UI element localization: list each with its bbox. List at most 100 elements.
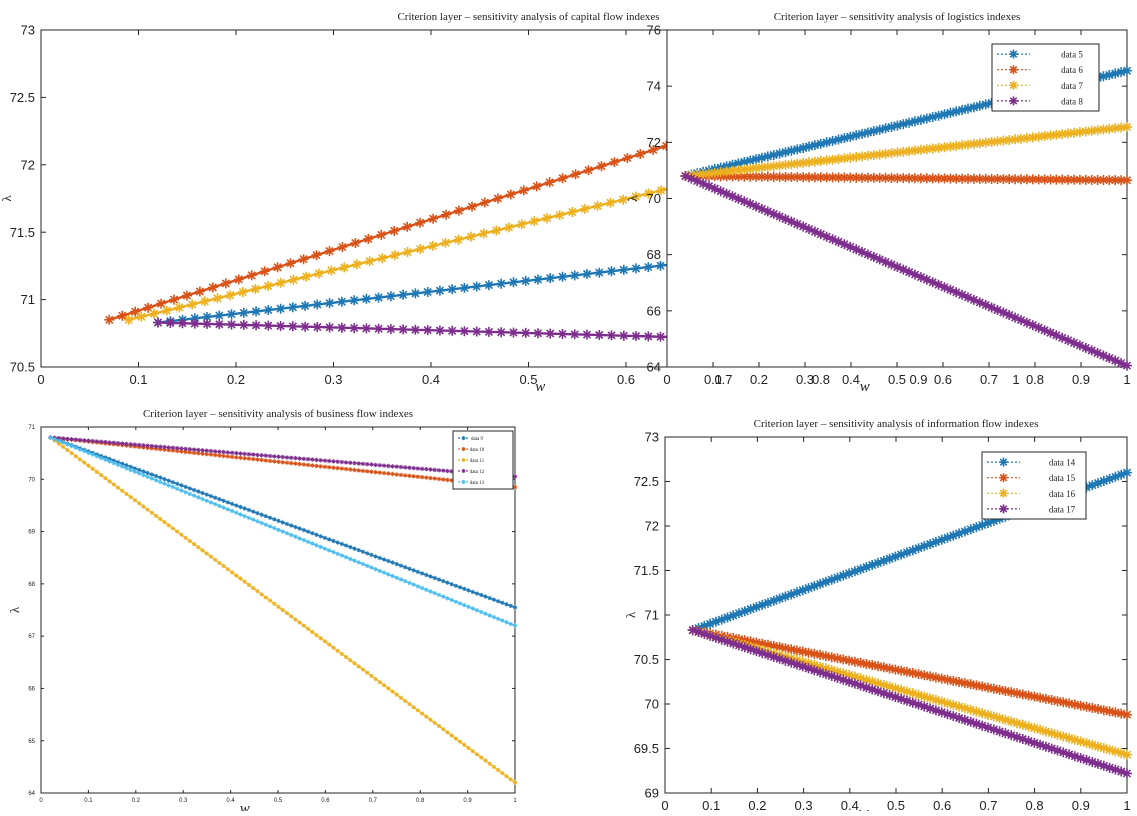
series-data-9: [48, 435, 518, 610]
x-tick-label: 0.5: [888, 372, 906, 387]
chart-panel-4: 0 0.1 0.2 0.3 0.4 0.5 0.6 0.7 0.8 0.9 1 69 69.5 70 70.…: [623, 418, 1132, 816]
y-tick-label: 64: [28, 791, 35, 797]
y-tick-label: 71.5: [634, 563, 659, 578]
series-markers: [687, 625, 1132, 779]
y-tick-label: 66: [647, 303, 661, 318]
y-tick-label: 70: [647, 191, 661, 206]
x-axis-label: w: [535, 379, 545, 395]
chart-title: Criterion layer – sensitivity analysis o…: [397, 11, 659, 23]
series-data-6: [680, 171, 1132, 186]
series-line: [692, 628, 1128, 775]
series-markers: [680, 171, 1132, 371]
y-tick-label: 72: [645, 519, 659, 534]
x-tick-label: 0.9: [909, 372, 927, 387]
y-tick-label: 65: [28, 739, 35, 745]
x-tick-label: 0.1: [704, 372, 722, 387]
x-axis-label: w: [860, 379, 870, 395]
x-tick-label: 0.4: [422, 372, 440, 387]
x-tick-label: 0.7: [980, 372, 998, 387]
x-tick-label: 0.4: [841, 798, 859, 811]
x-tick-label: 0.1: [84, 798, 93, 804]
legend-marker: [461, 458, 466, 462]
x-tick-label: 0.8: [1026, 798, 1044, 811]
plot-area: [40, 426, 516, 794]
legend-label: data 17: [1049, 504, 1076, 514]
legend: data 5 data 6 data 7 data 8: [991, 43, 1100, 112]
legend-marker: [999, 504, 1008, 514]
x-tick-label: 0.6: [321, 798, 330, 804]
legend-box: [981, 451, 1087, 520]
x-tick-label: 0.1: [129, 372, 147, 387]
legend-marker: [461, 468, 466, 473]
x-tick-label: 0.6: [933, 798, 951, 811]
legend-label: data 12: [470, 470, 485, 475]
chart-title: Criterion layer – sensitivity analysis o…: [754, 418, 1039, 430]
chart-title: Criterion layer – sensitivity analysis o…: [774, 11, 1021, 23]
legend-label: data 8: [1061, 96, 1083, 106]
y-tick-label: 69.5: [634, 741, 659, 756]
y-tick-label: 72: [647, 135, 661, 150]
x-tick-label: 1: [1012, 372, 1019, 387]
legend-marker: [999, 457, 1008, 467]
legend-box: [991, 43, 1100, 112]
x-tick-label: 1: [1123, 372, 1130, 387]
legend-marker: [1009, 80, 1018, 90]
x-tick-label: 0.4: [842, 372, 860, 387]
x-tick-label: 0.5: [887, 798, 905, 811]
y-tick-label: 72.5: [10, 90, 35, 105]
x-tick-label: 0: [663, 372, 670, 387]
x-tick-label: 1: [513, 798, 517, 804]
legend-label: data 16: [1049, 489, 1076, 499]
x-axis-label: w: [240, 801, 250, 811]
chart-title: Criterion layer – sensitivity analysis o…: [143, 408, 413, 420]
y-tick-label: 69: [645, 786, 659, 801]
series-markers: [48, 435, 518, 628]
legend-label: data 11: [470, 459, 485, 464]
chart-panel-3: 0 0.1 0.2 0.3 0.4 0.5 0.6 0.7 0.8 0.9 1 64 65 66 67 68 6…: [7, 408, 518, 816]
legend-marker: [461, 447, 466, 452]
legend-label: data 6: [1061, 65, 1083, 75]
y-tick-label: 64: [647, 360, 661, 375]
x-tick-label: 0.9: [463, 798, 472, 804]
y-tick-label: 70: [28, 477, 35, 483]
y-axis-label: λ: [623, 611, 638, 618]
legend-marker: [1009, 49, 1018, 59]
legend-marker: [461, 479, 466, 484]
y-tick-label: 72: [21, 157, 35, 172]
series-data-13: [48, 435, 518, 628]
y-tick-label: 76: [647, 23, 661, 38]
x-tick-label: 0.3: [795, 798, 813, 811]
y-tick-label: 71.5: [10, 225, 35, 240]
x-tick-label: 0.7: [714, 372, 732, 387]
x-tick-label: 0.3: [324, 372, 342, 387]
y-tick-label: 69: [28, 530, 35, 536]
y-tick-label: 74: [647, 79, 661, 94]
legend: data 9 data 10 data 11 data 12 data 13: [452, 430, 514, 490]
x-tick-label: 0.6: [617, 372, 635, 387]
legend-label: data 14: [1049, 458, 1076, 468]
x-axis-label: w: [859, 805, 869, 811]
x-tick-label: 0.9: [1072, 372, 1090, 387]
legend: data 14 data 15 data 16 data 17: [981, 451, 1087, 520]
x-tick-label: 0.2: [132, 798, 141, 804]
y-axis-label: λ: [7, 606, 22, 613]
series-data-17: [687, 625, 1132, 779]
legend-label: data 5: [1061, 50, 1083, 60]
series-data-7: [680, 121, 1132, 181]
y-tick-label: 70.5: [10, 360, 35, 375]
legend-label: data 13: [470, 481, 485, 486]
x-tick-label: 0: [37, 372, 44, 387]
y-tick-label: 68: [647, 247, 661, 262]
y-tick-label: 73: [21, 23, 35, 38]
chart-panel-2: 0 0.1 0.2 0.3 0.4 0.5 0.6 0.7 0.8 0.9 1 64 66 68 70 72 7…: [625, 11, 1132, 395]
y-tick-label: 70: [645, 697, 659, 712]
legend-marker: [1009, 65, 1018, 75]
legend-marker: [999, 473, 1008, 483]
x-tick-label: 0.5: [519, 372, 537, 387]
x-tick-label: 0.2: [750, 372, 768, 387]
x-tick-label: 1: [1123, 798, 1130, 811]
legend-marker: [999, 488, 1008, 498]
x-tick-label: 0.5: [274, 798, 283, 804]
